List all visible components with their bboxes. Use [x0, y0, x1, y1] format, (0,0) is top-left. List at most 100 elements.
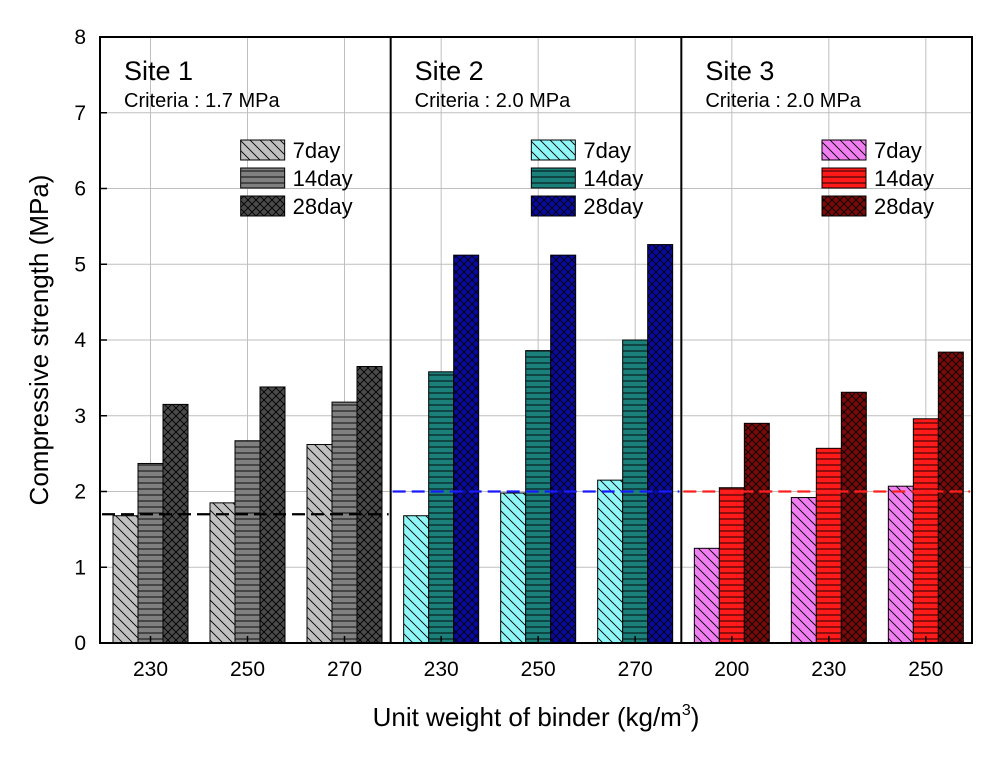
- criteria-label: Criteria : 1.7 MPa: [124, 90, 280, 112]
- y-tick-label: 0: [74, 632, 86, 655]
- x-tick-label: 270: [618, 658, 653, 681]
- bar-site-3-28day-250: [937, 351, 964, 644]
- bar-site-1-14day-250: [234, 440, 261, 644]
- labels: 0 1 2 3 4 5 6 7 8 230 250 270 Site 1 Criteria : 1.7 M…: [24, 26, 943, 732]
- criteria-label: Criteria : 2.0 MPa: [705, 90, 861, 112]
- bar-pattern: [137, 462, 164, 644]
- y-axis-label: Compressive strength (MPa): [24, 175, 54, 506]
- bar-site-1-7day-230: [112, 515, 139, 644]
- bar-pattern: [209, 502, 236, 644]
- x-tick-label: 230: [133, 658, 168, 681]
- legend-item-14day: 14day: [240, 166, 353, 191]
- legends: 7day 14day 28day 7day 14day 28day 7day 14day 28d…: [240, 138, 934, 219]
- bar-pattern: [840, 391, 867, 644]
- y-tick-label: 6: [74, 178, 86, 201]
- criteria-label: Criteria : 2.0 MPa: [415, 90, 571, 112]
- bar-pattern: [500, 492, 527, 644]
- bar-site-1-28day-270: [356, 366, 383, 644]
- legend-item-28day: 28day: [240, 194, 353, 219]
- legend-item-14day: 14day: [530, 166, 643, 191]
- bar-pattern: [162, 403, 189, 644]
- x-tick-label: 230: [811, 658, 846, 681]
- legend-label: 14day: [583, 166, 643, 191]
- bar-site-1-7day-270: [306, 444, 333, 644]
- bar-site-1-14day-270: [331, 401, 358, 644]
- bar-pattern: [428, 371, 455, 644]
- bar-site-1-28day-230: [162, 403, 189, 644]
- bar-pattern: [550, 254, 577, 644]
- bar-pattern: [647, 244, 674, 644]
- plot-border: [99, 36, 973, 644]
- bar-site-2-7day-270: [597, 479, 624, 644]
- bar-pattern: [356, 366, 383, 644]
- bar-pattern: [597, 479, 624, 644]
- panel-title: Site 2: [415, 56, 484, 86]
- legend-swatch-pattern: [530, 195, 576, 217]
- legend-item-28day: 28day: [821, 194, 934, 219]
- legend-item-7day: 7day: [530, 138, 631, 163]
- bar-pattern: [693, 547, 720, 644]
- legend-label: 7day: [583, 138, 631, 163]
- bar-pattern: [525, 350, 552, 644]
- legend-swatch-pattern: [821, 139, 867, 161]
- bar-pattern: [743, 422, 770, 644]
- bar-site-3-28day-200: [743, 422, 770, 644]
- bar-site-2-28day-270: [647, 244, 674, 644]
- bar-pattern: [790, 497, 817, 644]
- bar-site-3-14day-200: [718, 487, 745, 644]
- bar-site-3-14day-230: [815, 447, 842, 644]
- y-tick-label: 8: [74, 26, 86, 49]
- bar-pattern: [331, 401, 358, 644]
- panel-title: Site 3: [705, 56, 774, 86]
- legend-label: 14day: [874, 166, 934, 191]
- x-tick-label: 200: [714, 658, 749, 681]
- bar-site-2-28day-250: [550, 254, 577, 644]
- y-tick-label: 2: [74, 481, 86, 504]
- bar-site-3-28day-230: [840, 391, 867, 644]
- bar-pattern: [403, 515, 430, 644]
- legend-item-7day: 7day: [821, 138, 922, 163]
- bar-site-2-14day-250: [525, 350, 552, 644]
- legend-label: 7day: [293, 138, 341, 163]
- x-tick-label: 250: [521, 658, 556, 681]
- bar-pattern: [887, 485, 914, 644]
- bar-site-1-14day-230: [137, 462, 164, 644]
- legend-swatch-pattern: [240, 195, 286, 217]
- legend-item-7day: 7day: [240, 138, 341, 163]
- legend-swatch-pattern: [530, 167, 576, 189]
- y-tick-label: 1: [74, 556, 86, 579]
- y-tick-label: 4: [74, 329, 86, 352]
- bar-pattern: [306, 444, 333, 644]
- x-tick-label: 250: [230, 658, 265, 681]
- bar-site-1-7day-250: [209, 502, 236, 644]
- bar-pattern: [912, 418, 939, 644]
- legend-swatch-pattern: [821, 195, 867, 217]
- x-tick-label: 250: [908, 658, 943, 681]
- bar-pattern: [112, 515, 139, 644]
- bar-pattern: [718, 487, 745, 644]
- y-tick-label: 5: [74, 253, 86, 276]
- legend-label: 28day: [874, 194, 934, 219]
- y-tick-label: 7: [74, 102, 86, 125]
- legend-label: 7day: [874, 138, 922, 163]
- legend-item-28day: 28day: [530, 194, 643, 219]
- x-axis-label: Unit weight of binder (kg/m3): [373, 702, 700, 732]
- legend-swatch-pattern: [821, 167, 867, 189]
- x-tick-label: 270: [327, 658, 362, 681]
- plot-frame: [99, 36, 973, 644]
- criteria-lines: [102, 490, 970, 516]
- y-tick-label: 3: [74, 405, 86, 428]
- legend-swatch-pattern: [240, 139, 286, 161]
- bar-site-2-7day-230: [403, 515, 430, 644]
- bar-site-3-7day-250: [887, 485, 914, 644]
- legend-label: 28day: [583, 194, 643, 219]
- bar-site-3-7day-230: [790, 497, 817, 644]
- legend-swatch-pattern: [240, 167, 286, 189]
- bar-pattern: [453, 254, 480, 644]
- legend-swatch-pattern: [530, 139, 576, 161]
- bar-pattern: [815, 447, 842, 644]
- x-tick-label: 230: [424, 658, 459, 681]
- panel-title: Site 1: [124, 56, 193, 86]
- bar-site-2-14day-230: [428, 371, 455, 644]
- bar-site-3-7day-200: [693, 547, 720, 644]
